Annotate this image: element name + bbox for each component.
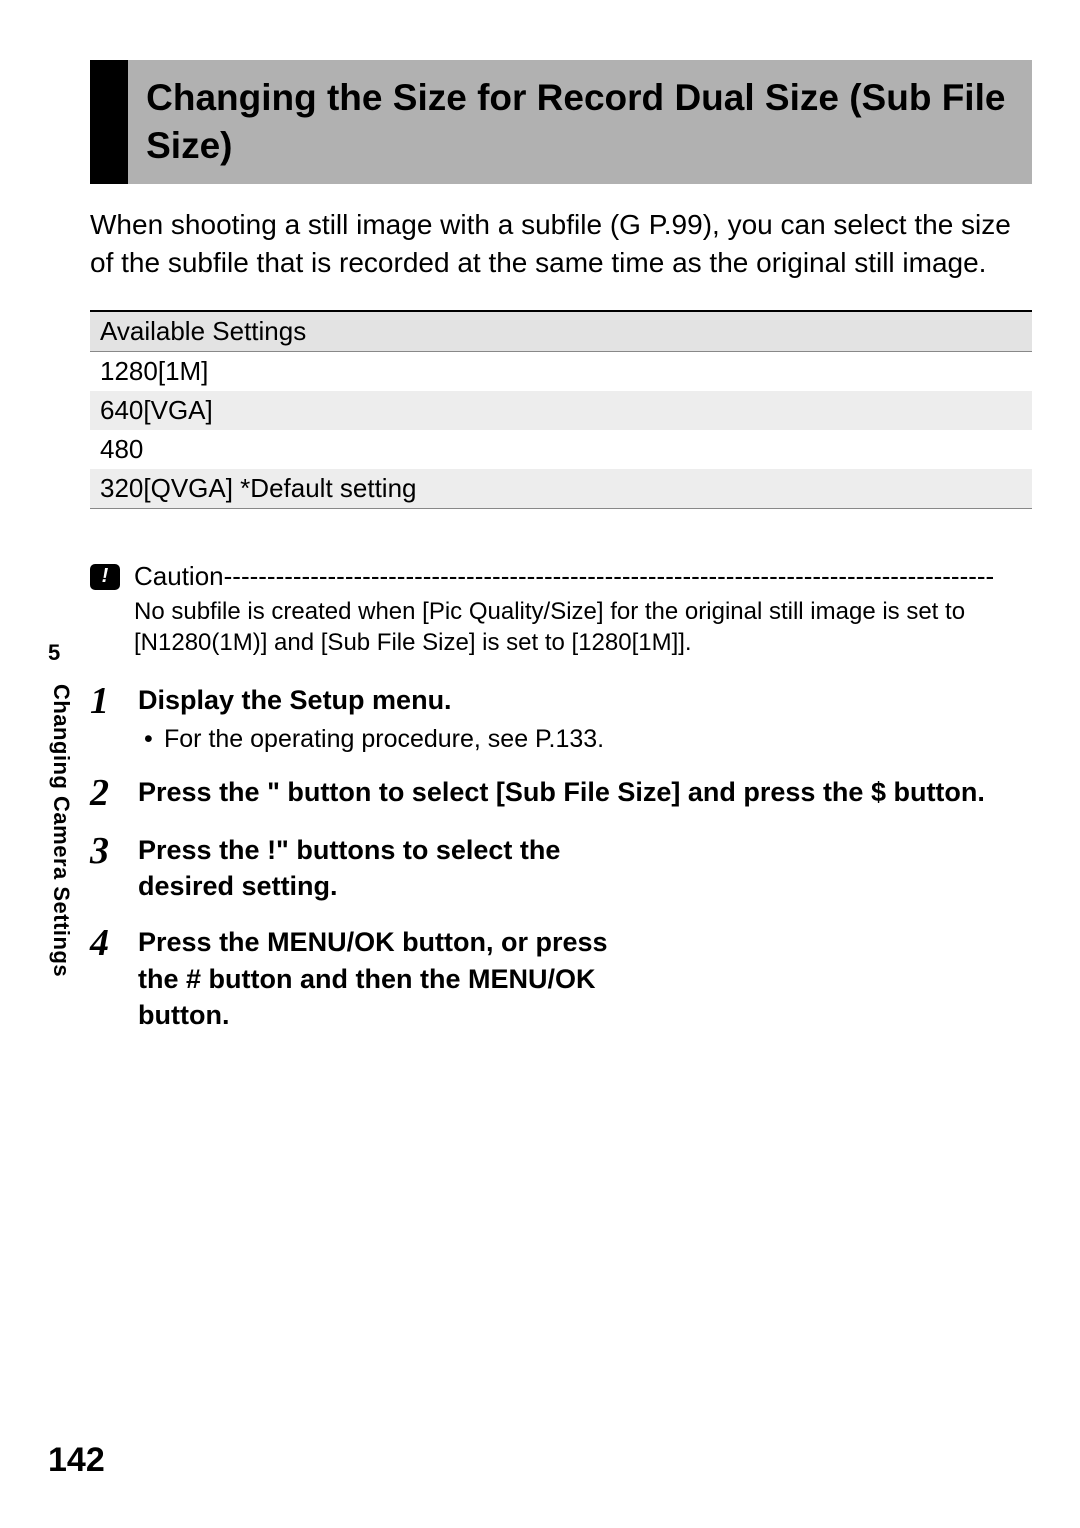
step-item: 1 Display the Setup menu. For the operat…	[90, 682, 1032, 753]
step-number: 3	[90, 832, 120, 870]
chapter-title-vertical: Changing Camera Settings	[48, 684, 74, 977]
step-body: Press the " button to select [Sub File S…	[138, 774, 1032, 810]
step-item: 3 Press the !" buttons to select the des…	[90, 832, 1032, 905]
step-subtext: For the operating procedure, see P.133.	[138, 725, 1032, 754]
intro-paragraph: When shooting a still image with a subfi…	[90, 206, 1032, 282]
table-row: 1280[1M]	[90, 351, 1032, 391]
step-number: 2	[90, 774, 120, 812]
table-row: 640[VGA]	[90, 391, 1032, 430]
step-item: 2 Press the " button to select [Sub File…	[90, 774, 1032, 812]
section-title: Changing the Size for Record Dual Size (…	[128, 60, 1032, 184]
step-title: Press the " button to select [Sub File S…	[138, 774, 1032, 810]
step-body: Display the Setup menu. For the operatin…	[138, 682, 1032, 753]
caution-icon: !	[90, 564, 120, 590]
caution-block: ! Caution ------------------------------…	[90, 561, 1032, 658]
step-title: Press the !" buttons to select the desir…	[138, 832, 618, 905]
caution-text: Caution --------------------------------…	[134, 561, 1032, 658]
caution-label-row: Caution --------------------------------…	[134, 561, 1032, 592]
table-cell: 1280[1M]	[90, 351, 1032, 391]
step-item: 4 Press the MENU/OK button, or press the…	[90, 924, 1032, 1033]
table-row: 320[QVGA] *Default setting	[90, 469, 1032, 509]
step-body: Press the !" buttons to select the desir…	[138, 832, 618, 905]
step-body: Press the MENU/OK button, or press the #…	[138, 924, 618, 1033]
step-title: Display the Setup menu.	[138, 682, 1032, 718]
caution-label: Caution	[134, 561, 224, 592]
manual-page: Changing the Size for Record Dual Size (…	[0, 0, 1080, 1528]
table-cell: 640[VGA]	[90, 391, 1032, 430]
table-row: 480	[90, 430, 1032, 469]
chapter-number: 5	[48, 640, 60, 666]
section-title-block: Changing the Size for Record Dual Size (…	[90, 60, 1032, 184]
step-title: Press the MENU/OK button, or press the #…	[138, 924, 618, 1033]
step-number: 1	[90, 682, 120, 720]
step-number: 4	[90, 924, 120, 962]
table-header-cell: Available Settings	[90, 311, 1032, 352]
caution-dashes: ----------------------------------------…	[224, 561, 995, 592]
title-bar-accent	[90, 60, 128, 184]
table-cell: 320[QVGA] *Default setting	[90, 469, 1032, 509]
page-number: 142	[48, 1441, 105, 1480]
settings-table: Available Settings 1280[1M] 640[VGA] 480…	[90, 310, 1032, 509]
table-cell: 480	[90, 430, 1032, 469]
table-header-row: Available Settings	[90, 311, 1032, 352]
steps-list: 1 Display the Setup menu. For the operat…	[90, 682, 1032, 1034]
caution-body: No subfile is created when [Pic Quality/…	[134, 596, 1032, 658]
